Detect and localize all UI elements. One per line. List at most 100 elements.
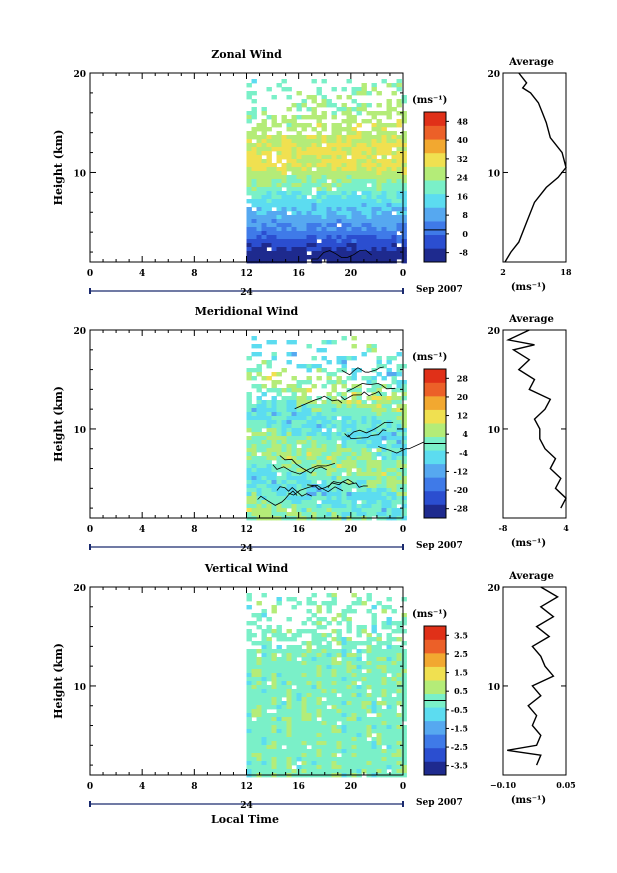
- heatmap-cell: [346, 721, 352, 726]
- heatmap-cell: [246, 95, 252, 100]
- heatmap-cell: [331, 649, 337, 654]
- heatmap-cell: [346, 745, 352, 750]
- heatmap-cell: [341, 167, 347, 172]
- heatmap-cell: [381, 641, 387, 646]
- heatmap-cell: [346, 199, 352, 204]
- heatmap-cell: [251, 613, 257, 618]
- heatmap-cell: [306, 239, 312, 244]
- heatmap-cell: [371, 484, 377, 489]
- heatmap-cell: [306, 115, 312, 120]
- heatmap-cell: [366, 151, 372, 156]
- heatmap-cell: [326, 709, 332, 714]
- heatmap-cell: [326, 492, 332, 497]
- heatmap-cell: [271, 769, 277, 774]
- heatmap-cell: [351, 508, 357, 513]
- heatmap-cell: [396, 119, 402, 124]
- heatmap-cell: [351, 412, 357, 417]
- heatmap-cell: [316, 484, 322, 489]
- heatmap-cell: [346, 131, 352, 136]
- heatmap-cell: [316, 348, 322, 353]
- heatmap-cell: [351, 404, 357, 409]
- heatmap-cell: [391, 436, 397, 441]
- heatmap-cell: [371, 219, 377, 224]
- heatmap-cell: [251, 243, 257, 248]
- heatmap-cell: [356, 713, 362, 718]
- heatmap-cell: [401, 384, 407, 389]
- heatmap-cell: [381, 167, 387, 172]
- colorbar-tick-label: -0.5: [451, 705, 468, 715]
- heatmap-cell: [271, 745, 277, 750]
- heatmap-cell: [366, 436, 372, 441]
- heatmap-cell: [371, 175, 377, 180]
- heatmap-cell: [296, 428, 302, 433]
- heatmap-cell: [331, 769, 337, 774]
- heatmap-cell: [356, 231, 362, 236]
- heatmap-cell: [321, 504, 327, 509]
- heatmap-cell: [356, 448, 362, 453]
- heatmap-cell: [366, 464, 372, 469]
- heatmap-cell: [286, 420, 292, 425]
- heatmap-cells: [246, 593, 407, 778]
- heatmap-cell: [381, 179, 387, 184]
- heatmap-cell: [306, 211, 312, 216]
- heatmap-cell: [311, 171, 317, 176]
- heatmap-cell: [266, 444, 272, 449]
- heatmap-cell: [291, 384, 297, 389]
- heatmap-cell: [391, 159, 397, 164]
- heatmap-cell: [321, 693, 327, 698]
- heatmap-cell: [376, 769, 382, 774]
- heatmap-cell: [336, 159, 342, 164]
- heatmap-cell: [361, 432, 367, 437]
- heatmap-cell: [266, 741, 272, 746]
- heatmap-cell: [286, 745, 292, 750]
- heatmap-cell: [361, 661, 367, 666]
- heatmap-cell: [286, 412, 292, 417]
- heatmap-cell: [396, 729, 402, 734]
- heatmap-cell: [336, 432, 342, 437]
- heatmap-cell: [396, 147, 402, 152]
- heatmap-cell: [346, 713, 352, 718]
- heatmap-cell: [321, 492, 327, 497]
- heatmap-cell: [281, 653, 287, 658]
- heatmap-cell: [361, 464, 367, 469]
- heatmap-cell: [391, 388, 397, 393]
- heatmap-cell: [376, 111, 382, 116]
- heatmap-cell: [376, 484, 382, 489]
- heatmap-cell: [256, 689, 262, 694]
- heatmap-cell: [326, 167, 332, 172]
- heatmap-cell: [331, 147, 337, 152]
- heatmap-cell: [361, 436, 367, 441]
- heatmap-cell: [331, 203, 337, 208]
- heatmap-cell: [261, 183, 267, 188]
- heatmap-cell: [316, 492, 322, 497]
- heatmap-cell: [366, 456, 372, 461]
- heatmap-cell: [326, 721, 332, 726]
- heatmap-cell: [351, 677, 357, 682]
- heatmap-cell: [356, 641, 362, 646]
- heatmap-cell: [246, 605, 252, 610]
- heatmap-cell: [281, 400, 287, 405]
- heatmap-cell: [301, 621, 307, 626]
- heatmap-cell: [346, 725, 352, 730]
- heatmap-cell: [261, 472, 267, 477]
- heatmap-cell: [251, 709, 257, 714]
- heatmap-cell: [271, 649, 277, 654]
- heatmap-cell: [351, 460, 357, 465]
- heatmap-cell: [271, 717, 277, 722]
- heatmap-cell: [261, 745, 267, 750]
- heatmap-cell: [266, 127, 272, 132]
- heatmap-cell: [256, 352, 262, 357]
- heatmap-cell: [256, 123, 262, 128]
- heatmap-cell: [381, 151, 387, 156]
- heatmap-cell: [256, 460, 262, 465]
- heatmap-cell: [346, 661, 352, 666]
- heatmap-cell: [351, 737, 357, 742]
- heatmap-cell: [306, 223, 312, 228]
- heatmap-cell: [291, 452, 297, 457]
- heatmap-cell: [386, 360, 392, 365]
- x-tick-label: 4: [139, 782, 145, 792]
- heatmap-cell: [396, 452, 402, 457]
- heatmap-cell: [376, 127, 382, 132]
- heatmap-cell: [331, 500, 337, 505]
- heatmap-cell: [386, 412, 392, 417]
